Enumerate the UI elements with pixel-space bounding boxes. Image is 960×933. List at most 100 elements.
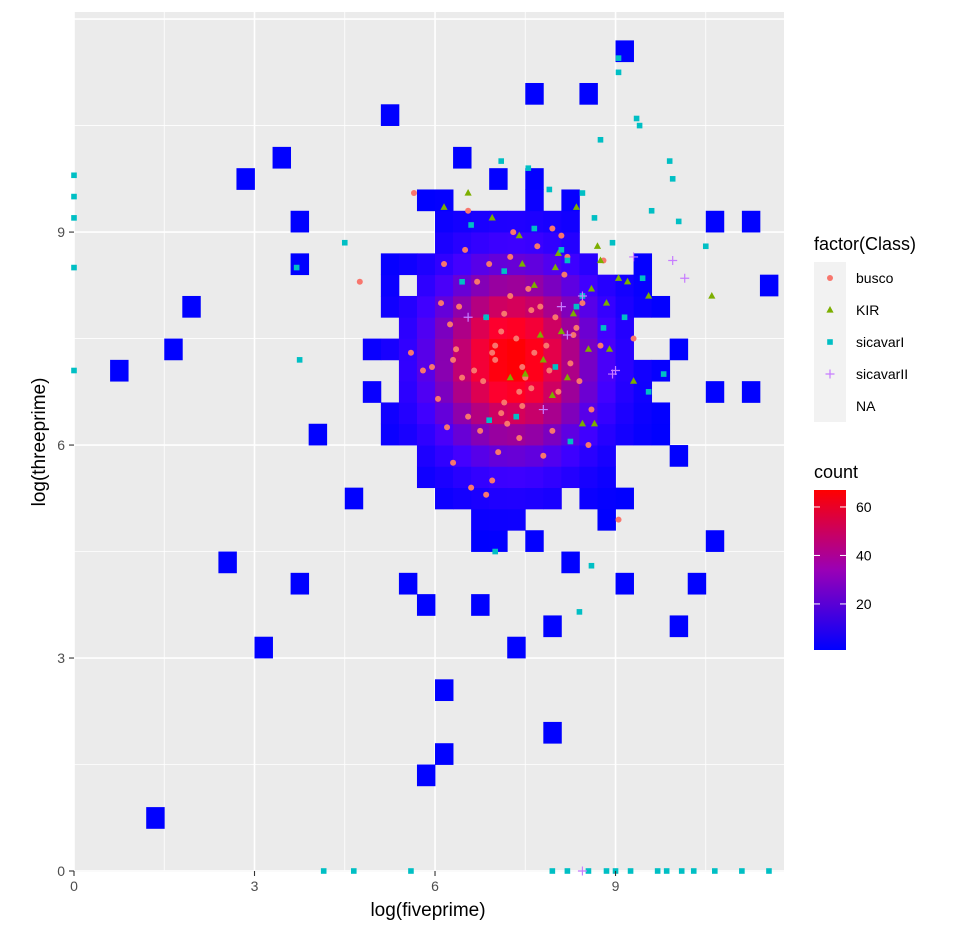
heatmap-bin <box>525 338 544 361</box>
heatmap-bin <box>651 402 671 425</box>
heatmap-bin <box>471 530 490 552</box>
heatmap-bin <box>561 295 580 318</box>
heatmap-bin <box>182 295 201 318</box>
heatmap-bin <box>489 466 508 489</box>
heatmap-bin <box>633 359 653 382</box>
KIR-point <box>515 231 523 239</box>
heatmap-bins <box>110 40 779 829</box>
heatmap-bin <box>380 402 400 425</box>
heatmap-bin <box>489 210 508 233</box>
count-colorbar <box>814 490 846 650</box>
heatmap-bin <box>561 210 580 233</box>
busco-point <box>615 516 622 523</box>
busco-point <box>576 378 583 385</box>
heatmap-bin <box>561 423 580 446</box>
heatmap-bin <box>597 338 616 361</box>
heatmap-bin <box>453 423 472 446</box>
sicavarI-point <box>627 868 634 874</box>
busco-point <box>543 342 550 349</box>
busco-point <box>462 246 469 253</box>
busco-point <box>468 484 475 491</box>
sicavarI-point <box>766 868 772 874</box>
heatmap-bin <box>471 210 490 233</box>
heatmap-bin <box>362 338 382 361</box>
busco-point <box>570 332 577 339</box>
heatmap-bin <box>615 423 634 446</box>
sicavarII-point <box>668 255 678 265</box>
busco-point <box>519 403 526 410</box>
heatmap-bin <box>633 274 653 297</box>
KIR-point <box>572 203 581 210</box>
busco-point <box>531 349 538 356</box>
sicavarI-point <box>663 868 670 874</box>
busco-point <box>525 285 532 292</box>
heatmap-bin <box>579 82 598 105</box>
heatmap-bin <box>398 317 418 339</box>
heatmap-bin <box>633 423 653 446</box>
heatmap-bin <box>435 210 454 233</box>
heatmap-bin <box>453 295 472 318</box>
heatmap-bin <box>362 381 382 403</box>
heatmap-bin <box>146 807 165 829</box>
busco-point <box>507 292 514 299</box>
busco-point <box>407 349 414 356</box>
sicavarI-point <box>459 278 465 285</box>
KIR-point <box>539 355 547 363</box>
heatmap-bin <box>579 359 598 382</box>
sicavarI-point <box>525 165 532 171</box>
heatmap-bin <box>507 274 526 297</box>
sicavarII-point <box>577 866 587 876</box>
sicavarI-point <box>564 868 571 874</box>
busco-point <box>567 360 574 367</box>
heatmap-bin <box>543 466 562 489</box>
heatmap-bin <box>633 253 653 276</box>
sicavarI-point <box>639 275 646 282</box>
heatmap-bin <box>579 466 598 489</box>
sicavarI-point <box>341 239 348 246</box>
busco-point <box>579 300 586 307</box>
sicavarI-point <box>621 314 628 321</box>
KIR-point <box>629 377 638 384</box>
sicavarI-point <box>702 243 709 250</box>
busco-point <box>630 335 637 342</box>
heatmap-bin <box>525 210 544 233</box>
KIR-point <box>488 213 496 221</box>
KIR-point <box>530 281 538 288</box>
busco-point <box>465 207 472 214</box>
sicavarI-point <box>633 115 640 122</box>
legend-label-sicavarii: sicavarII <box>856 366 908 382</box>
heatmap-bin <box>489 232 508 254</box>
heatmap-bin <box>597 466 616 489</box>
heatmap-bin <box>507 338 526 361</box>
KIR-point <box>563 373 571 381</box>
busco-point <box>444 424 451 431</box>
heatmap-bin <box>561 274 580 297</box>
sicavarI-point <box>71 172 77 179</box>
heatmap-bin <box>561 338 580 361</box>
heatmap-bin <box>110 359 129 382</box>
heatmap-bin <box>453 146 472 169</box>
heatmap-bin <box>579 253 598 276</box>
heatmap-bin <box>579 423 598 446</box>
heatmap-bin <box>525 445 544 467</box>
heatmap-bin <box>416 253 436 276</box>
heatmap-bin <box>471 274 490 297</box>
heatmap-bin <box>597 381 616 403</box>
busco-point <box>585 442 592 449</box>
sicavarI-point <box>546 186 553 193</box>
sicavarI-point <box>71 367 77 374</box>
heatmap-bin <box>489 423 508 446</box>
y-axis-title: log(threeprime) <box>29 378 50 507</box>
busco-point <box>477 427 484 434</box>
heatmap-bin <box>453 466 472 489</box>
heatmap-bin <box>543 295 562 318</box>
heatmap-bin <box>380 104 400 126</box>
KIR-point <box>596 256 605 264</box>
heatmap-bin <box>507 636 526 659</box>
busco-point <box>459 374 466 381</box>
heatmap-bin <box>543 615 562 638</box>
busco-point <box>441 261 448 268</box>
heatmap-bin <box>651 295 671 318</box>
heatmap-bin <box>416 189 436 212</box>
heatmap-bin <box>380 338 400 361</box>
